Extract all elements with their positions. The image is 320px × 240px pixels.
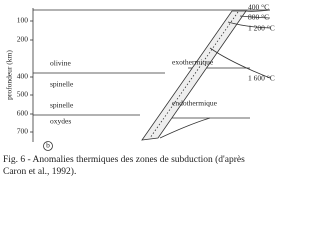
tick-label: 100 <box>17 16 29 25</box>
axis-label: profondeur (km) <box>5 50 14 100</box>
isotherm <box>245 9 271 12</box>
tick-label: 500 <box>17 90 29 99</box>
transition-label: exothermique <box>172 58 214 67</box>
transition-label: endothermique <box>172 99 218 108</box>
tick-label: 400 <box>17 72 29 81</box>
phase-label: oxydes <box>50 117 71 126</box>
phase-label: spinelle <box>50 80 74 89</box>
phase-label: olivine <box>50 59 72 68</box>
caption: Fig. 6 - Anomalies thermiques des zones … <box>3 154 245 165</box>
slab-core <box>149 11 239 139</box>
isotherm-label: 400 °C <box>248 3 269 12</box>
tick-label: 200 <box>17 35 29 44</box>
isotherm-label: 1 600 °C <box>248 74 275 83</box>
tick-label: 700 <box>17 127 29 136</box>
isotherm <box>227 21 271 29</box>
isotherm-label: 800 °C <box>248 13 269 22</box>
isotherm-label: 1 200 °C <box>248 24 275 33</box>
phase-label: spinelle <box>50 101 74 110</box>
drawing <box>30 8 271 151</box>
tick-label: 600 <box>17 109 29 118</box>
isotherm <box>239 15 271 19</box>
panel-label: b <box>46 141 50 150</box>
isotherm <box>209 47 271 79</box>
caption: Caron et al., 1992). <box>3 166 76 177</box>
isotherm <box>159 117 211 139</box>
figure: profondeur (km) 100 200 400 500 600 700 … <box>3 3 275 177</box>
